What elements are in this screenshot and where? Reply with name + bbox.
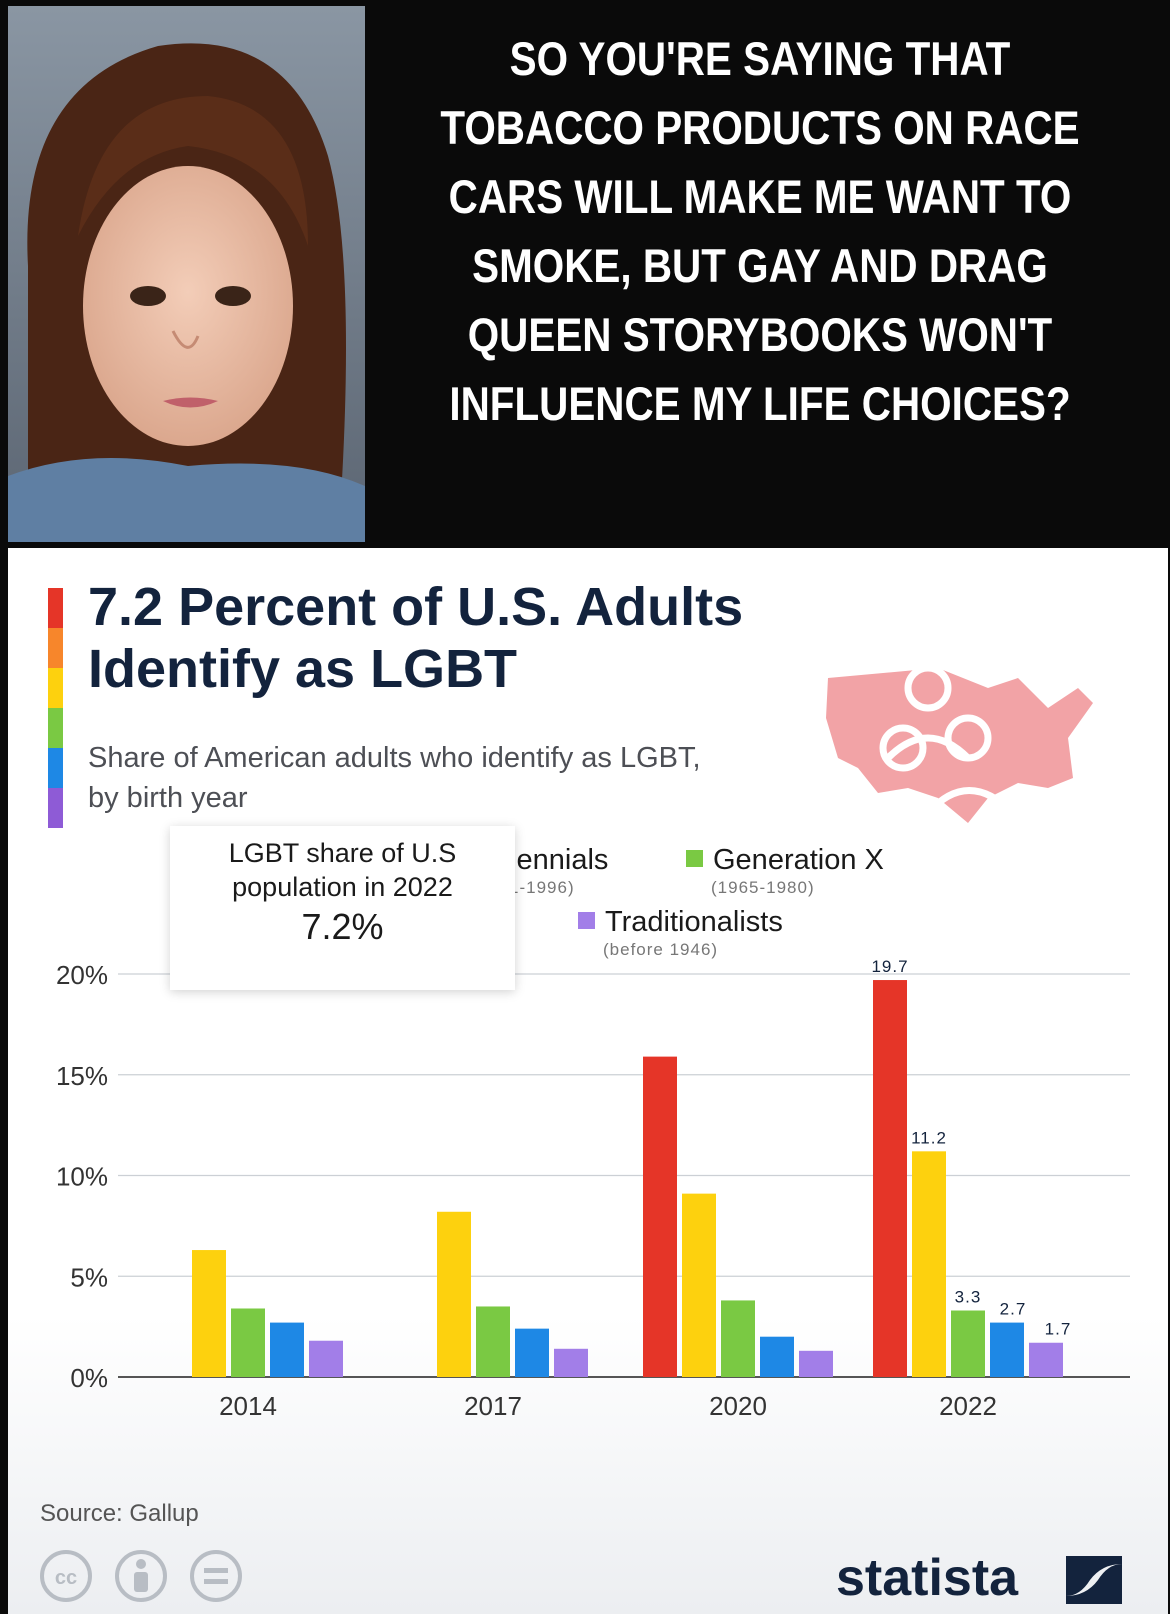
bar — [912, 1151, 946, 1377]
rainbow-segment — [48, 588, 63, 628]
rainbow-segment — [48, 788, 63, 828]
chart-source: Source: Gallup — [40, 1500, 199, 1527]
bar — [554, 1348, 588, 1377]
annotation-value: 7.2% — [301, 906, 384, 947]
rainbow-segment — [48, 668, 63, 708]
y-tick-label: 20% — [56, 960, 108, 990]
bar — [799, 1350, 833, 1377]
usa-map-people-icon — [826, 664, 1093, 826]
statista-chart-card: 7.2 Percent of U.S. Adults Identify as L… — [8, 548, 1168, 1614]
bar — [231, 1308, 265, 1377]
rainbow-accent-bar — [48, 588, 63, 828]
x-tick-label: 2014 — [219, 1391, 277, 1421]
bar — [873, 980, 907, 1377]
data-label: 19.7 — [871, 957, 908, 976]
bar — [270, 1322, 304, 1377]
legend-swatch — [686, 849, 703, 867]
x-tick-label: 2017 — [464, 1391, 522, 1421]
y-tick-label: 5% — [70, 1262, 108, 1292]
bar — [192, 1250, 226, 1377]
girl-portrait-illustration — [8, 6, 365, 542]
data-label: 2.7 — [1000, 1300, 1027, 1319]
data-label: 11.2 — [911, 1128, 947, 1147]
rainbow-segment — [48, 708, 63, 748]
x-tick-label: 2022 — [939, 1391, 997, 1421]
y-tick-label: 0% — [70, 1363, 108, 1393]
annotation-box: LGBT share of U.S population in 2022 7.2… — [170, 826, 515, 990]
creative-commons-icon: cc — [40, 1550, 242, 1602]
legend-years: (1965-1980) — [711, 878, 815, 897]
statista-logo-icon — [1066, 1556, 1122, 1604]
axis-labels: 0% 5% 10% 15% 20% 2014 2017 2020 19.7 11.2 3.3 2.7 1… — [56, 957, 1072, 1421]
svg-text:cc: cc — [55, 1567, 77, 1589]
y-tick-label: 15% — [56, 1061, 108, 1091]
bar — [682, 1193, 716, 1377]
bar — [437, 1211, 471, 1377]
bar — [515, 1328, 549, 1377]
legend-label: Traditionalists — [605, 906, 783, 938]
bar — [1029, 1342, 1063, 1377]
legend-swatch — [578, 911, 595, 929]
chart-subtitle: Share of American adults who identify as… — [88, 742, 701, 814]
statista-logo-text: statista — [836, 1549, 1019, 1607]
data-label: 3.3 — [955, 1288, 982, 1307]
legend-item: Traditionalists (before 1946) — [578, 906, 783, 959]
rainbow-segment — [48, 748, 63, 788]
legend-years: (before 1946) — [603, 940, 719, 959]
bar-chart-plot: 0% 5% 10% 15% 20% 2014 2017 2020 19.7 11.2 3.3 2.7 1… — [56, 957, 1130, 1421]
bars — [192, 980, 1063, 1377]
bar — [309, 1340, 343, 1377]
girl-photo — [8, 6, 365, 542]
bar — [990, 1322, 1024, 1377]
legend-item: Generation X (1965-1980) — [686, 844, 884, 897]
x-tick-label: 2020 — [709, 1391, 767, 1421]
meme-caption: So you're saying that tobacco products o… — [440, 32, 1080, 430]
rainbow-segment — [48, 628, 63, 668]
bar — [760, 1336, 794, 1377]
y-tick-label: 10% — [56, 1162, 108, 1192]
bar — [476, 1306, 510, 1377]
chart-title: 7.2 Percent of U.S. Adults Identify as L… — [88, 577, 744, 699]
bar — [643, 1056, 677, 1377]
annotation-text: LGBT share of U.S population in 2022 — [228, 838, 457, 902]
legend-label: Generation X — [713, 844, 884, 876]
bar — [721, 1300, 755, 1377]
bar — [951, 1310, 985, 1377]
data-label: 1.7 — [1045, 1320, 1072, 1339]
